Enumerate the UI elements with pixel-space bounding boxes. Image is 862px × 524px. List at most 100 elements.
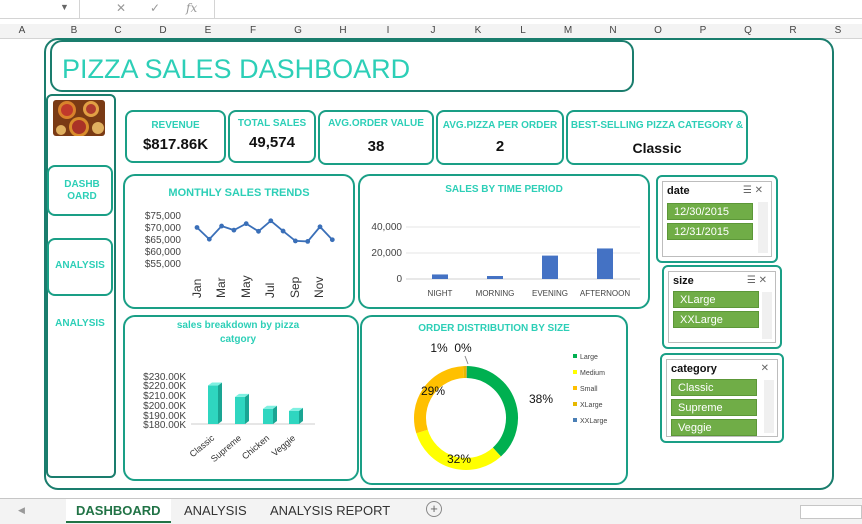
clear-filter-icon[interactable]: ✕ — [754, 185, 763, 196]
data-point — [219, 223, 224, 229]
sheet-tab-bar: ◀ DASHBOARD ANALYSIS ANALYSIS REPORT + — [0, 498, 862, 524]
x-tick: Sep — [288, 276, 302, 298]
name-box[interactable]: ▼ — [0, 0, 80, 18]
clear-filter-icon[interactable]: ✕ — [758, 275, 767, 286]
slicer-icons: ☰ ✕ — [747, 275, 767, 286]
chart-title: SALES BY TIME PERIOD — [445, 184, 563, 195]
function-icon[interactable]: fx — [186, 1, 198, 15]
tab-dashboard[interactable]: DASHBOARD — [66, 499, 171, 523]
slicer-title: date — [667, 185, 690, 197]
size-donut-chart: 38% 32% 29% 1% 0% Large Medium Small XLa… — [414, 341, 607, 470]
x-tick: AFTERNOON — [580, 289, 630, 298]
slicer-panel: category ✕ Classic Supreme Veggie — [666, 359, 778, 437]
y-tick: $75,000 — [145, 211, 182, 222]
y-tick: 0 — [396, 274, 402, 285]
horizontal-scrollbar[interactable] — [800, 505, 862, 519]
pizza-image — [53, 100, 105, 136]
kpi-label: REVENUE — [151, 120, 200, 131]
legend-entry: XXLarge — [580, 418, 607, 425]
y-tick: $55,000 — [145, 259, 182, 270]
y-tick: $180.00K — [143, 420, 186, 431]
multi-select-icon[interactable]: ☰ — [742, 185, 752, 196]
slicer-item[interactable]: XLarge — [673, 291, 759, 308]
slicer-title: category — [671, 363, 717, 375]
y-tick: $220.00K — [143, 381, 186, 392]
col-header[interactable]: K — [474, 25, 482, 36]
nav-dashboard-label: DASHB OARD — [64, 179, 100, 202]
bar — [487, 276, 503, 279]
slicer-item[interactable]: 12/30/2015 — [667, 203, 753, 220]
slicer-title: size — [673, 275, 694, 287]
data-point — [268, 218, 274, 224]
col-header[interactable]: E — [204, 25, 212, 36]
bar — [597, 248, 613, 279]
col-header[interactable]: B — [70, 25, 78, 36]
y-tick: $65,000 — [145, 235, 182, 246]
enter-icon[interactable]: ✓ — [150, 1, 161, 15]
nav-dashboard-button[interactable]: DASHB OARD — [47, 165, 113, 216]
col-header[interactable]: J — [430, 25, 436, 36]
slicer-item[interactable]: 12/31/2015 — [667, 223, 753, 240]
col-header[interactable]: C — [114, 25, 122, 36]
kpi-label: BEST-SELLING PIZZA CATEGORY & — [570, 120, 744, 131]
y-tick: $190.00K — [143, 411, 186, 422]
x-tick: Nov — [312, 277, 326, 298]
formula-input[interactable] — [214, 0, 862, 18]
scrollbar[interactable] — [762, 292, 772, 339]
legend-entry: Medium — [580, 370, 605, 377]
bar — [235, 396, 245, 424]
add-sheet-icon[interactable]: + — [426, 501, 442, 517]
chevron-down-icon[interactable]: ▼ — [60, 2, 69, 12]
col-header[interactable]: G — [294, 25, 302, 36]
bar — [263, 408, 273, 424]
col-header[interactable]: F — [249, 25, 257, 36]
slicer-item[interactable]: Supreme — [671, 399, 757, 416]
data-point — [329, 237, 335, 243]
tab-analysis[interactable]: ANALYSIS — [184, 503, 247, 518]
data-label: 29% — [421, 384, 445, 398]
tab-analysis-report[interactable]: ANALYSIS REPORT — [270, 503, 391, 518]
nav-analysis-link[interactable]: ANALYSIS — [55, 318, 105, 329]
formula-bar: ▼ ✕ ✓ fx — [0, 0, 862, 19]
col-header[interactable]: I — [386, 25, 390, 36]
x-tick: Veggie — [270, 433, 298, 458]
col-header[interactable]: N — [609, 25, 617, 36]
y-tick: $60,000 — [145, 247, 182, 258]
col-header[interactable]: S — [834, 25, 842, 36]
x-tick: MORNING — [476, 289, 515, 298]
col-header[interactable]: H — [339, 25, 347, 36]
x-tick: EVENING — [532, 289, 568, 298]
x-tick: Jan — [190, 279, 204, 298]
slicer-panel: date ☰ ✕ 12/30/2015 12/31/2015 — [662, 181, 772, 257]
slicer-item[interactable]: Classic — [671, 379, 757, 396]
legend-entry: Small — [580, 386, 598, 393]
clear-filter-icon[interactable]: ✕ — [760, 363, 769, 374]
legend-swatch — [573, 402, 577, 406]
col-header[interactable]: D — [159, 25, 167, 36]
col-header[interactable]: P — [699, 25, 707, 36]
col-header[interactable]: A — [18, 25, 26, 36]
x-tick: Jul — [263, 283, 277, 298]
slicer-item[interactable]: XXLarge — [673, 311, 759, 328]
nav-analysis-button[interactable]: ANALYSIS — [47, 238, 113, 296]
col-header[interactable]: M — [563, 25, 573, 36]
col-header[interactable]: O — [654, 25, 662, 36]
column-headers: A B C D E F G H I J K L M N O P Q R S — [0, 24, 862, 39]
col-header[interactable]: R — [789, 25, 797, 36]
chart-title: sales breakdown by pizza catgory — [176, 320, 300, 345]
legend-entry: XLarge — [580, 402, 603, 409]
scrollbar[interactable] — [758, 202, 768, 253]
bar-top — [235, 393, 249, 397]
slicer-icons: ☰ ✕ — [743, 185, 763, 196]
bar — [542, 255, 558, 279]
scroll-left-icon[interactable]: ◀ — [18, 505, 25, 515]
kpi-label: AVG.ORDER VALUE — [328, 118, 424, 129]
cancel-icon[interactable]: ✕ — [116, 1, 127, 15]
col-header[interactable]: L — [520, 25, 526, 36]
leader-line — [464, 355, 469, 365]
slicer-item[interactable]: Veggie — [671, 419, 757, 436]
col-header[interactable]: Q — [744, 25, 752, 36]
multi-select-icon[interactable]: ☰ — [746, 275, 756, 286]
scrollbar[interactable] — [764, 380, 774, 433]
bar-top — [263, 405, 277, 409]
